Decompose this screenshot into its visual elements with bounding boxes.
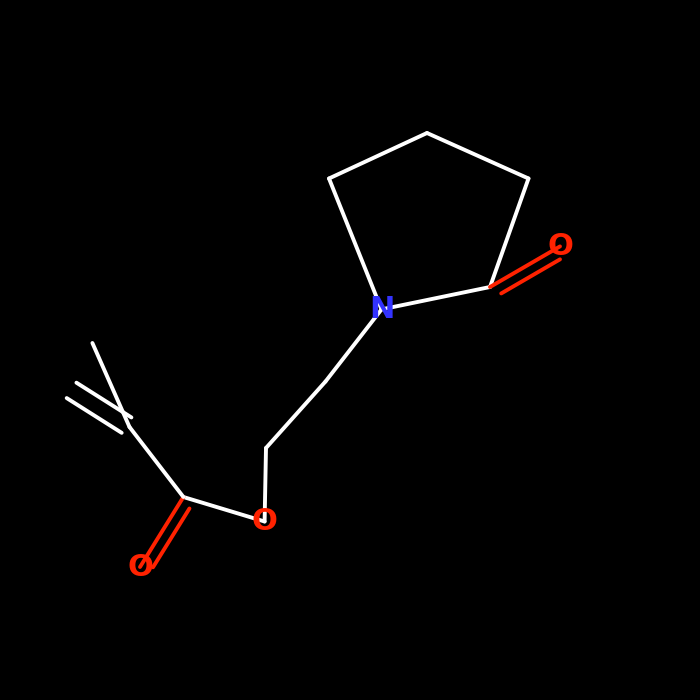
Text: O: O [252, 507, 277, 536]
Text: N: N [369, 295, 394, 324]
Text: O: O [127, 552, 153, 582]
Text: O: O [547, 232, 573, 261]
